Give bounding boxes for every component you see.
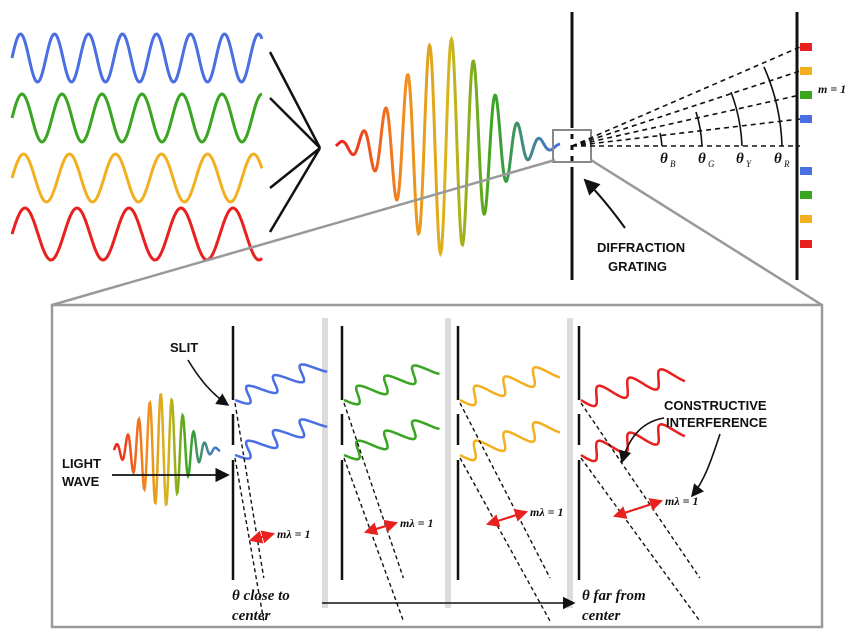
constructive-label-2: INTERFERENCE xyxy=(666,415,767,430)
theta-yellow-sub: Y xyxy=(746,159,752,169)
ray-lower xyxy=(343,457,405,622)
ray-lower xyxy=(459,457,551,622)
angle-arcs xyxy=(659,66,783,147)
theta-green: θ xyxy=(698,151,706,167)
theta-far-label-2: center xyxy=(582,608,620,624)
ray-lower xyxy=(580,457,701,622)
angle-labels: θ B θ G θ Y θ R xyxy=(660,151,790,169)
slit-pointer-arrow xyxy=(187,359,230,406)
path-difference-label: mλ = 1 xyxy=(400,516,434,530)
blue-wave xyxy=(10,32,264,84)
theta-red-sub: R xyxy=(783,159,790,169)
path-difference-arrow xyxy=(485,509,529,527)
slit-label: SLIT xyxy=(170,340,198,355)
slit-group-green: mλ = 1 xyxy=(340,326,440,622)
ray-upper xyxy=(580,402,701,579)
grating-label-line2: GRATING xyxy=(608,259,667,274)
order-label: m = 1 xyxy=(818,82,846,96)
constructive-label-1: CONSTRUCTIVE xyxy=(664,398,767,413)
slit-group-blue: mλ = 1 xyxy=(231,326,328,622)
theta-blue-sub: B xyxy=(670,159,676,169)
path-difference-label: mλ = 1 xyxy=(277,527,311,541)
theta-green-sub: G xyxy=(708,159,715,169)
color-waves xyxy=(10,32,264,262)
grating-label-line1: DIFFRACTION xyxy=(597,240,685,255)
slit-wave xyxy=(234,363,328,405)
slit-wave xyxy=(580,368,686,408)
slit-wave xyxy=(580,423,686,463)
inset-wave-packet xyxy=(112,393,221,507)
slit-group-red: mλ = 1 xyxy=(577,326,701,622)
light-wave-label-2: WAVE xyxy=(62,474,100,489)
slit-groups: mλ = 1 mλ = 1 mλ = 1 mλ = 1 xyxy=(231,326,701,622)
slit-group-yellow: mλ = 1 xyxy=(456,326,564,622)
theta-close-label-1: θ close to xyxy=(232,588,290,604)
panel-separators xyxy=(322,318,573,608)
slit-wave xyxy=(459,365,561,407)
red-wave xyxy=(10,206,264,262)
constructive-arrow-right xyxy=(690,433,721,498)
diffraction-rays xyxy=(571,46,801,147)
ray-upper xyxy=(459,402,551,579)
ray-upper xyxy=(343,402,405,579)
theta-blue: θ xyxy=(660,151,668,167)
ray-upper xyxy=(234,402,265,579)
path-difference-label: mλ = 1 xyxy=(530,505,564,519)
zoom-lines xyxy=(51,158,823,307)
slit-wave xyxy=(343,364,440,406)
light-wave-label-1: LIGHT xyxy=(62,456,101,471)
constructive-arrow-left xyxy=(618,417,665,464)
green-wave xyxy=(10,92,263,144)
theta-red: θ xyxy=(774,151,782,167)
combined-wave-packet xyxy=(334,35,561,258)
slit-wave xyxy=(459,420,561,462)
inset-panel xyxy=(50,303,824,629)
combine-lines xyxy=(268,51,322,233)
grating-pointer-arrow xyxy=(583,178,626,229)
theta-close-label-2: center xyxy=(232,608,270,624)
slit-wave xyxy=(343,419,440,461)
theta-far-label-1: θ far from xyxy=(582,588,646,604)
spectrum-marks xyxy=(800,43,812,248)
slit-wave xyxy=(234,418,328,460)
path-difference-arrow xyxy=(363,519,399,536)
path-difference-label: mλ = 1 xyxy=(665,494,699,508)
path-difference-arrow xyxy=(248,530,276,544)
theta-yellow: θ xyxy=(736,151,744,167)
path-difference-arrow xyxy=(612,498,664,519)
yellow-wave xyxy=(10,152,264,204)
